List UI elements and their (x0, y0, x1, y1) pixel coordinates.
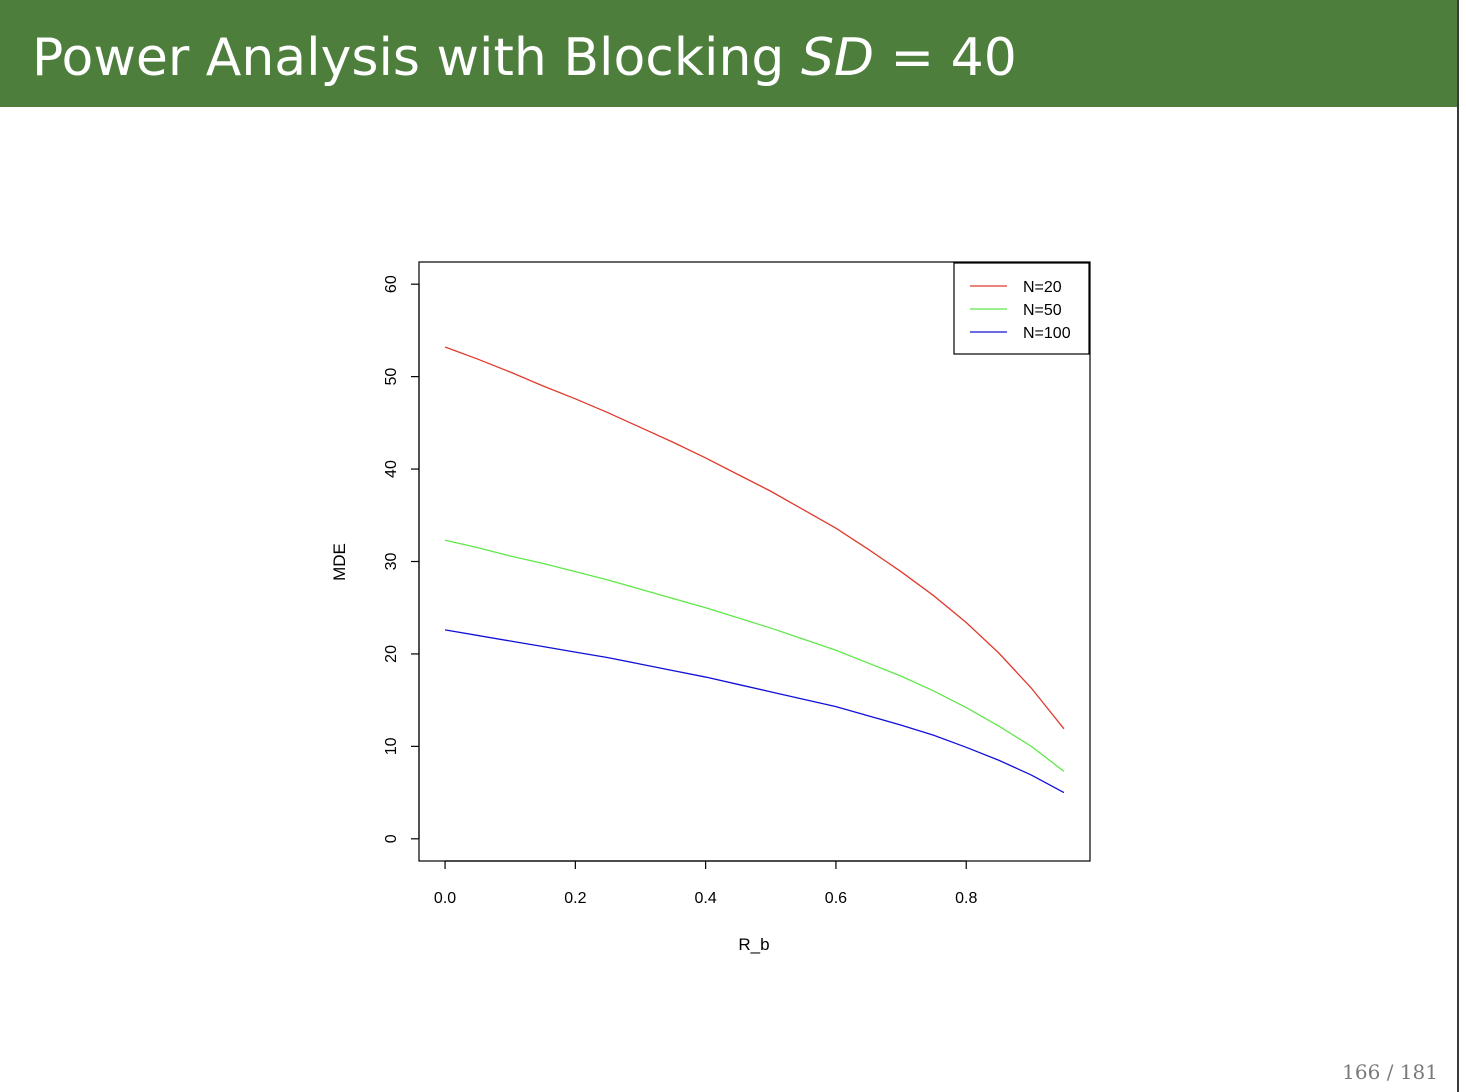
slide-title: Power Analysis with Blocking SD = 40 (32, 26, 1017, 90)
slide-title-math: SD (800, 28, 875, 88)
series-line-n-20 (444, 346, 1065, 730)
slide-title-text: Power Analysis with Blocking (32, 28, 801, 88)
y-tick-label: 50 (383, 368, 400, 386)
y-tick-label: 40 (383, 460, 400, 478)
slide-title-equals: = 40 (874, 28, 1017, 88)
y-tick-label: 10 (383, 737, 400, 755)
x-tick-label: 0.0 (434, 890, 456, 907)
x-tick-label: 0.4 (695, 890, 717, 907)
y-axis-label: MDE (330, 543, 349, 581)
legend-box (953, 262, 1090, 355)
y-tick-label: 30 (383, 553, 400, 571)
series-line-n-100 (444, 629, 1065, 794)
x-tick-label: 0.6 (825, 890, 847, 907)
legend: N=20 N=50 N=100 (953, 262, 1090, 355)
series-lines (444, 346, 1065, 794)
x-axis: 0.0 0.2 0.4 0.6 0.8 (434, 860, 977, 907)
y-tick-label: 0 (383, 834, 400, 843)
x-axis-label: R_b (738, 935, 769, 954)
legend-label: N=100 (1023, 325, 1071, 342)
mde-line-chart: 0.0 0.2 0.4 0.6 0.8 0 10 20 30 40 50 60 R_b MDE N=… (330, 261, 1091, 954)
legend-label: N=20 (1023, 279, 1062, 296)
y-axis: 0 10 20 30 40 50 60 (383, 275, 420, 843)
page-separator: / (1386, 1060, 1394, 1084)
x-tick-label: 0.8 (955, 890, 977, 907)
page-total: 181 (1399, 1060, 1438, 1084)
slide-title-bar: Power Analysis with Blocking SD = 40 (0, 0, 1457, 107)
page-counter: 166 / 181 (1290, 1060, 1438, 1084)
x-tick-label: 0.2 (564, 890, 586, 907)
series-line-n-50 (444, 539, 1065, 772)
page-current: 166 (1342, 1060, 1381, 1084)
y-tick-label: 20 (383, 645, 400, 663)
slide-right-edge (1457, 0, 1466, 1092)
y-tick-label: 60 (383, 275, 400, 293)
legend-label: N=50 (1023, 302, 1062, 319)
